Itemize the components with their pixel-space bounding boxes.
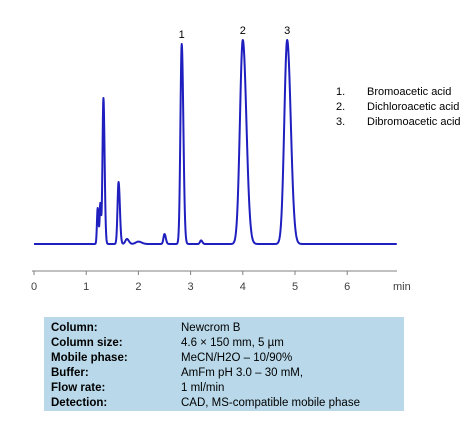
condition-label: Buffer:	[51, 367, 89, 379]
condition-value: AmFm pH 3.0 – 30 mM,	[181, 367, 304, 379]
peak-label: 3	[284, 25, 290, 37]
legend-entry-2: Dichloroacetic acid	[367, 101, 459, 113]
condition-row-mobile-phase: Mobile phase: MeCN/H2O – 10/90%	[44, 351, 404, 366]
x-axis-label: min	[393, 281, 411, 293]
condition-label: Column:	[51, 322, 98, 334]
legend-number-3: 3.	[336, 116, 345, 128]
condition-label: Column size:	[51, 337, 123, 349]
condition-row-buffer: Buffer: AmFm pH 3.0 – 30 mM,	[44, 366, 404, 381]
condition-row-column: Column: Newcrom B	[44, 321, 404, 336]
condition-label: Flow rate:	[51, 382, 106, 394]
x-tick-label: 3	[188, 281, 194, 293]
chromatogram-chart: 0 1 2 3 4 5 6 min 1 2 3 1. Bromoacetic acid 2. D…	[31, 25, 461, 293]
x-tick-label: 4	[240, 281, 246, 293]
legend-entry-1: Bromoacetic acid	[367, 86, 451, 98]
condition-row-detection: Detection: CAD, MS-compatible mobile pha…	[44, 396, 404, 411]
x-tick-label: 6	[344, 281, 350, 293]
x-tick-label: 0	[31, 281, 37, 293]
condition-value: 1 ml/min	[181, 382, 225, 394]
condition-value: Newcrom B	[181, 322, 241, 334]
peak-label: 1	[179, 29, 185, 41]
peak-label: 2	[240, 25, 246, 37]
x-tick-label: 2	[135, 281, 141, 293]
condition-value: CAD, MS-compatible mobile phase	[181, 397, 360, 409]
x-axis-ticks: 0 1 2 3 4 5 6	[31, 271, 350, 293]
x-tick-label: 5	[292, 281, 298, 293]
condition-value: 4.6 × 150 mm, 5 µm	[181, 337, 284, 349]
condition-label: Detection:	[51, 397, 108, 409]
legend-number-2: 2.	[336, 101, 345, 113]
legend-number-1: 1.	[336, 86, 345, 98]
condition-row-flow-rate: Flow rate: 1 ml/min	[44, 381, 404, 396]
legend: 1. Bromoacetic acid 2. Dichloroacetic ac…	[336, 86, 461, 128]
condition-label: Mobile phase:	[51, 352, 128, 364]
chromatogram-trace	[33, 39, 398, 245]
condition-value: MeCN/H2O – 10/90%	[181, 352, 293, 364]
conditions-panel: Column: Newcrom B Column size: 4.6 × 150…	[44, 317, 404, 411]
peak-labels: 1 2 3	[179, 25, 291, 41]
condition-row-column-size: Column size: 4.6 × 150 mm, 5 µm	[44, 336, 404, 351]
legend-entry-3: Dibromoacetic acid	[367, 116, 461, 128]
x-tick-label: 1	[83, 281, 89, 293]
